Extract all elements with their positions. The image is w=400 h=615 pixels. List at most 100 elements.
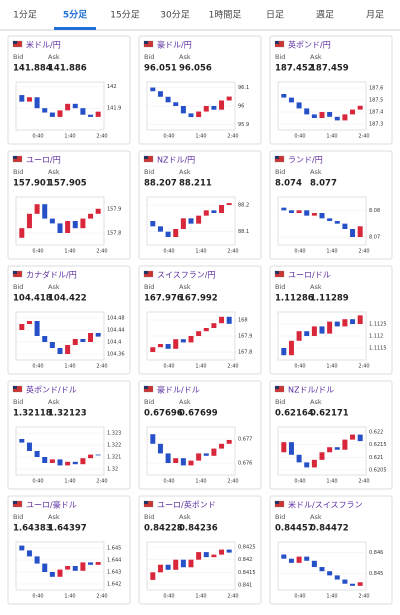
candle	[65, 221, 71, 233]
y-tick-label: 0.841	[238, 582, 252, 588]
candle	[226, 549, 232, 553]
flag-part	[13, 156, 17, 159]
tab[interactable]: 1時間足	[209, 10, 242, 21]
tab[interactable]: 30分足	[160, 10, 189, 21]
x-tick-label: 2:40	[96, 134, 107, 140]
candle	[180, 458, 186, 466]
y-tick-label: 0.845	[369, 571, 383, 577]
candle	[288, 210, 294, 213]
candle	[180, 218, 186, 229]
y-tick-label: 88.2	[238, 203, 249, 209]
candle	[281, 442, 287, 453]
tab[interactable]: 月足	[366, 10, 384, 21]
bid-label: Bid	[144, 168, 154, 176]
pair-name[interactable]: ランド/円	[288, 156, 323, 165]
candle	[342, 439, 348, 450]
y-tick-label: 0.621	[369, 455, 383, 461]
pair-name[interactable]: ユーロ/ドル	[288, 271, 331, 280]
tab[interactable]: 日足	[266, 10, 284, 21]
pair-name[interactable]: 英ポンド/円	[288, 40, 331, 50]
y-tick-label: 1.321	[107, 455, 121, 461]
flag-part	[275, 271, 279, 274]
x-tick-label: 1:40	[195, 134, 206, 140]
candle	[288, 97, 294, 103]
candle	[49, 112, 55, 117]
pair-name[interactable]: カナダドル/円	[26, 270, 77, 280]
candle	[211, 448, 217, 456]
pair-name[interactable]: 英ポンド/ドル	[26, 385, 77, 395]
bid-label: Bid	[13, 513, 23, 521]
y-tick-label: 0.842	[238, 557, 252, 563]
candle	[19, 324, 25, 330]
flag-part	[144, 501, 148, 504]
pair-name[interactable]: 米ドル/スイスフラン	[288, 500, 362, 510]
candle	[150, 87, 156, 92]
candle	[226, 316, 232, 324]
ask-label: Ask	[48, 398, 60, 406]
candle	[72, 566, 78, 571]
candle	[342, 223, 348, 229]
candle	[95, 562, 101, 565]
candle	[319, 112, 325, 118]
pair-name[interactable]: スイスフラン/円	[157, 271, 215, 280]
pair-name[interactable]: ユーロ/円	[26, 156, 61, 165]
pair-name[interactable]: 豪ドル/円	[157, 40, 192, 50]
candle	[281, 207, 287, 211]
tab[interactable]: 週足	[316, 10, 334, 21]
pair-name[interactable]: ユーロ/英ポンド	[157, 500, 216, 510]
candle	[88, 454, 94, 459]
x-tick-label: 1:40	[195, 479, 206, 485]
plot-frame	[277, 426, 367, 476]
y-tick-label: 0.8425	[238, 545, 256, 551]
tab[interactable]: 15分足	[110, 10, 139, 21]
candle	[203, 106, 209, 112]
pair-name[interactable]: 豪ドル/ドル	[157, 385, 200, 395]
candle	[304, 331, 310, 336]
bid-label: Bid	[275, 283, 285, 291]
flag-part	[144, 386, 148, 389]
tab[interactable]: 1分足	[13, 10, 37, 21]
pair-name[interactable]: 米ドル/円	[26, 40, 61, 50]
candle	[203, 552, 209, 558]
bid-value: 104.418	[13, 294, 52, 304]
pair-name[interactable]: NZドル/ドル	[288, 386, 334, 395]
y-tick-label: 187.6	[369, 86, 383, 92]
pair-name[interactable]: NZドル/円	[157, 156, 195, 165]
candle	[165, 231, 171, 237]
x-tick-label: 2:40	[227, 134, 238, 140]
plot-frame	[146, 196, 236, 246]
tab-active-bar	[54, 27, 96, 30]
flag-part	[275, 41, 279, 44]
x-tick-label: 1:40	[64, 479, 75, 485]
x-tick-label: 0:40	[294, 134, 305, 140]
x-tick-label: 0:40	[32, 249, 43, 255]
y-tick-label: 1.323	[107, 431, 121, 437]
candle	[357, 582, 363, 586]
bid-value: 0.84457	[275, 524, 314, 534]
pair-name[interactable]: ユーロ/豪ドル	[26, 500, 77, 510]
candle	[157, 344, 163, 348]
y-tick-label: 0.677	[238, 437, 252, 443]
card-frame	[138, 35, 262, 145]
x-tick-label: 2:40	[358, 364, 369, 370]
y-tick-label: 1.32	[107, 467, 118, 473]
ask-value: 157.905	[48, 179, 87, 189]
candle	[42, 108, 48, 113]
candle	[95, 333, 101, 337]
ask-label: Ask	[310, 53, 322, 61]
candle	[219, 443, 225, 449]
ask-label: Ask	[48, 283, 60, 291]
flag-part	[275, 501, 279, 504]
card-frame	[7, 380, 131, 490]
candle	[296, 454, 302, 463]
candle	[88, 333, 94, 342]
candle	[327, 321, 333, 334]
candle	[157, 91, 163, 97]
ask-label: Ask	[179, 283, 191, 291]
y-tick-label: 1.112	[369, 334, 383, 340]
tab[interactable]: 5分足	[63, 9, 88, 21]
